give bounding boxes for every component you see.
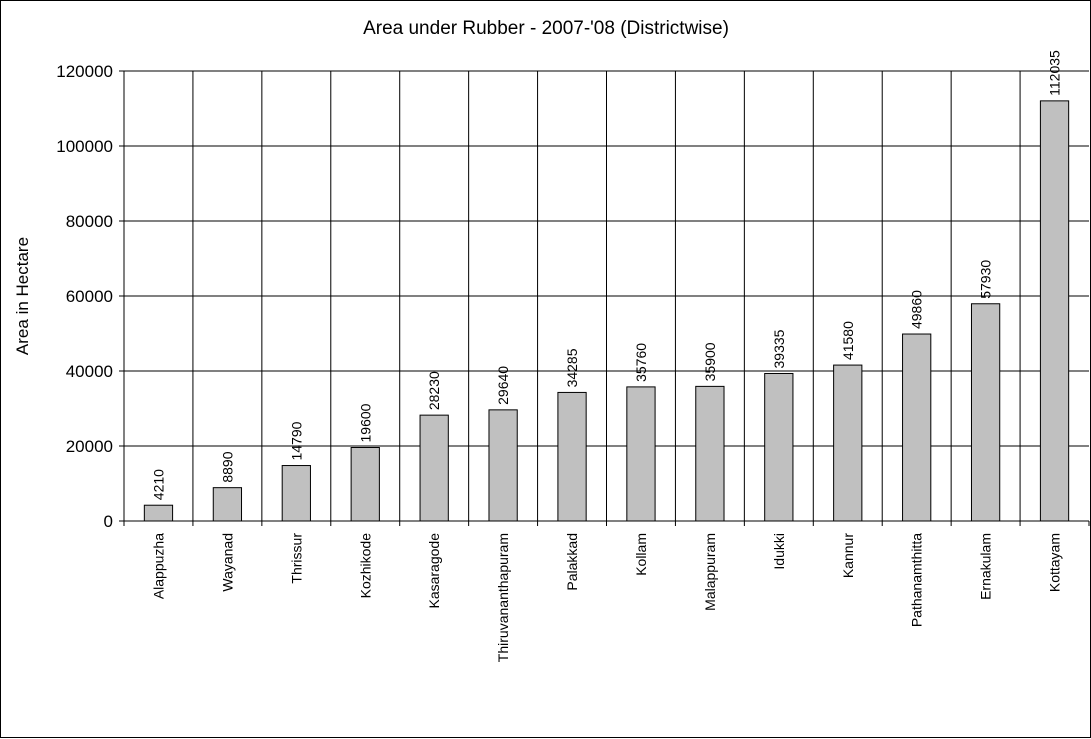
x-tick-label: Ernakulam [978,533,994,600]
x-tick-label: Kollam [633,533,649,576]
bar [1039,100,1070,522]
axes [119,70,1090,526]
x-tick-label: Kannur [840,533,856,578]
bar [626,386,656,522]
y-tick-label: 60000 [66,287,113,306]
x-tick-label: Malappuram [702,533,718,611]
x-tick-labels: Alappuzha Wayanad Thrissur Kozhikode Kasarag… [150,533,1062,663]
y-tick-label: 0 [104,512,113,531]
data-label: 14790 [288,421,304,460]
data-label: 41580 [840,321,856,360]
bar [488,409,518,522]
y-tick-label: 80000 [66,212,113,231]
data-label: 19600 [357,403,373,442]
bar [419,414,449,522]
data-labels: 4210 8890 14790 19600 28230 29640 34285 35760 35… [150,50,1062,500]
x-tick-label: Idukki [771,533,787,570]
data-label: 57930 [978,260,994,299]
y-axis-label: Area in Hectare [13,237,32,355]
y-tick-labels: 0 20000 40000 60000 80000 100000 120000 [56,62,113,531]
x-tick-label: Kottayam [1047,533,1063,592]
y-tick-label: 100000 [56,137,113,156]
x-tick-label: Thiruvananthapuram [495,533,511,662]
x-tick-label: Alappuzha [150,533,166,599]
bar [764,372,794,522]
x-tick-label: Kozhikode [357,533,373,599]
y-tick-label: 40000 [66,362,113,381]
bar [557,391,587,522]
data-label: 35760 [633,343,649,382]
bar [970,303,1001,522]
data-label: 8890 [219,451,235,482]
bar [350,447,380,522]
bar [902,333,932,522]
bars [143,100,1070,522]
y-tick-label: 120000 [56,62,113,81]
bar [281,465,311,522]
data-label: 29640 [495,366,511,405]
data-label: 49860 [909,290,925,329]
y-tick-label: 20000 [66,437,113,456]
bar [695,385,725,522]
x-tick-label: Kasaragode [426,533,442,609]
x-tick-label: Pathanamthitta [909,533,925,627]
data-label: 39335 [771,329,787,368]
data-label: 28230 [426,371,442,410]
bar [833,364,863,522]
x-tick-label: Palakkad [564,533,580,591]
data-label: 34285 [564,348,580,387]
gridlines [124,70,1089,521]
data-label: 112035 [1047,50,1063,96]
bar [212,487,243,522]
chart-title: Area under Rubber - 2007-'08 (Districtwi… [363,18,729,39]
data-label: 35900 [702,342,718,381]
data-label: 4210 [150,469,166,500]
bar [143,504,174,522]
x-tick-label: Thrissur [288,533,304,584]
x-tick-label: Wayanad [219,533,235,592]
